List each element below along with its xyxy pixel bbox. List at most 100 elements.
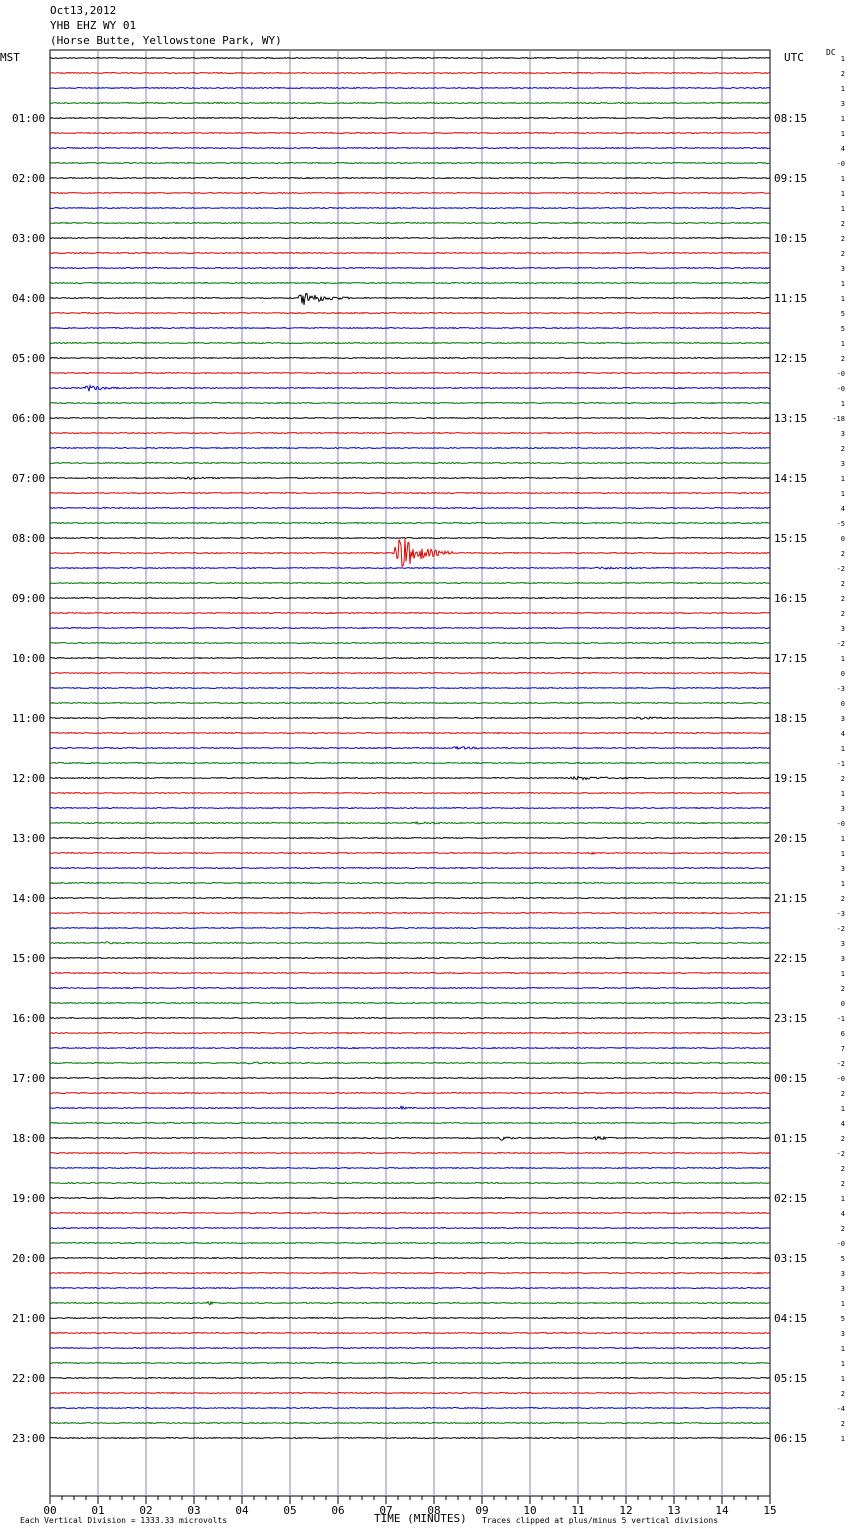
station-label: YHB EHZ WY 01 — [50, 19, 137, 32]
dc-offset: -18 — [832, 415, 845, 423]
trace-24 — [49, 416, 771, 420]
left-timezone-label: MST — [0, 51, 20, 64]
dc-offset: 2 — [841, 355, 845, 363]
dc-offset: 1 — [841, 115, 845, 123]
dc-offset: 5 — [841, 325, 845, 333]
left-hour-label: 01:00 — [12, 112, 45, 125]
dc-offset: 6 — [841, 1030, 845, 1038]
trace-46 — [49, 745, 771, 751]
trace-64 — [49, 1016, 771, 1020]
trace-53 — [49, 851, 771, 856]
trace-40 — [50, 656, 771, 660]
right-hour-label: 18:15 — [774, 712, 807, 725]
dc-offset: 3 — [841, 100, 845, 108]
x-tick-label: 08 — [427, 1504, 440, 1517]
trace-74 — [49, 1166, 771, 1170]
dc-offset: 1 — [841, 850, 845, 858]
dc-offset: -0 — [837, 1240, 845, 1248]
trace-36 — [49, 596, 771, 600]
trace-71 — [49, 1121, 771, 1125]
left-hour-label: 15:00 — [12, 952, 45, 965]
dc-offset: 1 — [841, 1195, 845, 1203]
dc-offset: 3 — [841, 805, 845, 813]
dc-offset: 1 — [841, 1375, 845, 1383]
dc-offset: 1 — [841, 790, 845, 798]
footer-scale-note: Each Vertical Division = 1333.33 microvo… — [20, 1516, 228, 1525]
x-tick-label: 09 — [475, 1504, 488, 1517]
dc-offset: -2 — [837, 925, 845, 933]
trace-62 — [49, 986, 770, 990]
dc-offset: 1 — [841, 490, 845, 498]
trace-28 — [49, 476, 771, 480]
trace-91 — [49, 1421, 771, 1425]
left-hour-label: 08:00 — [12, 532, 45, 545]
right-hour-label: 08:15 — [774, 112, 807, 125]
trace-42 — [49, 686, 771, 690]
left-hour-label: 18:00 — [12, 1132, 45, 1145]
right-hour-label: 22:15 — [774, 952, 807, 965]
x-tick-label: 07 — [379, 1504, 392, 1517]
x-tick-label: 01 — [91, 1504, 104, 1517]
dc-offset: 2 — [841, 1225, 845, 1233]
trace-55 — [49, 881, 771, 885]
trace-39 — [50, 641, 771, 645]
right-hour-label: 11:15 — [774, 292, 807, 305]
dc-offset: 1 — [841, 835, 845, 843]
dc-offset: -0 — [837, 820, 845, 828]
trace-83 — [49, 1300, 770, 1306]
dc-offset: 4 — [841, 505, 845, 513]
x-tick-label: 05 — [283, 1504, 296, 1517]
trace-2 — [49, 86, 771, 90]
dc-offset: 1 — [841, 880, 845, 888]
trace-23 — [49, 401, 771, 405]
dc-offset: 1 — [841, 1300, 845, 1308]
dc-offset: 3 — [841, 1285, 845, 1293]
dc-offset: 1 — [841, 340, 845, 348]
trace-72 — [49, 1135, 771, 1141]
dc-offset: 2 — [841, 1420, 845, 1428]
left-hour-label: 19:00 — [12, 1192, 45, 1205]
dc-offset: -0 — [837, 160, 845, 168]
trace-76 — [49, 1196, 771, 1200]
trace-58 — [49, 926, 771, 930]
right-hour-label: 01:15 — [774, 1132, 807, 1145]
x-tick-label: 03 — [187, 1504, 200, 1517]
x-tick-label: 02 — [139, 1504, 152, 1517]
dc-offset: -2 — [837, 1060, 845, 1068]
left-hour-label: 02:00 — [12, 172, 45, 185]
trace-6 — [49, 146, 771, 150]
left-hour-label: 16:00 — [12, 1012, 45, 1025]
dc-offset: 0 — [841, 535, 845, 543]
trace-34 — [49, 566, 771, 570]
dc-offset: 1 — [841, 130, 845, 138]
x-axis-label: TIME (MINUTES) — [374, 1512, 467, 1525]
dc-offset: -2 — [837, 1150, 845, 1158]
dc-offset: 1 — [841, 745, 845, 753]
dc-offset: -5 — [837, 520, 845, 528]
right-hour-label: 10:15 — [774, 232, 807, 245]
dc-offset: 2 — [841, 1180, 845, 1188]
right-hour-label: 14:15 — [774, 472, 807, 485]
trace-80 — [49, 1256, 771, 1260]
dc-offset: 3 — [841, 955, 845, 963]
dc-offset: 2 — [841, 895, 845, 903]
dc-offset: 2 — [841, 250, 845, 258]
trace-79 — [49, 1241, 770, 1245]
dc-offset: 4 — [841, 730, 845, 738]
trace-68 — [49, 1076, 771, 1080]
footer-clip-note: Traces clipped at plus/minus 5 vertical … — [482, 1516, 719, 1525]
dc-offset: 2 — [841, 580, 845, 588]
trace-67 — [49, 1061, 771, 1065]
dc-offset: 2 — [841, 1390, 845, 1398]
right-hour-label: 19:15 — [774, 772, 807, 785]
right-hour-label: 04:15 — [774, 1312, 807, 1325]
trace-87 — [49, 1361, 771, 1365]
left-hour-label: 13:00 — [12, 832, 45, 845]
right-hour-label: 02:15 — [774, 1192, 807, 1205]
right-hour-label: 03:15 — [774, 1252, 807, 1265]
trace-33 — [50, 538, 771, 567]
dc-offset: 1 — [841, 85, 845, 93]
dc-offset: 2 — [841, 610, 845, 618]
right-hour-label: 00:15 — [774, 1072, 807, 1085]
dc-offset: 3 — [841, 625, 845, 633]
